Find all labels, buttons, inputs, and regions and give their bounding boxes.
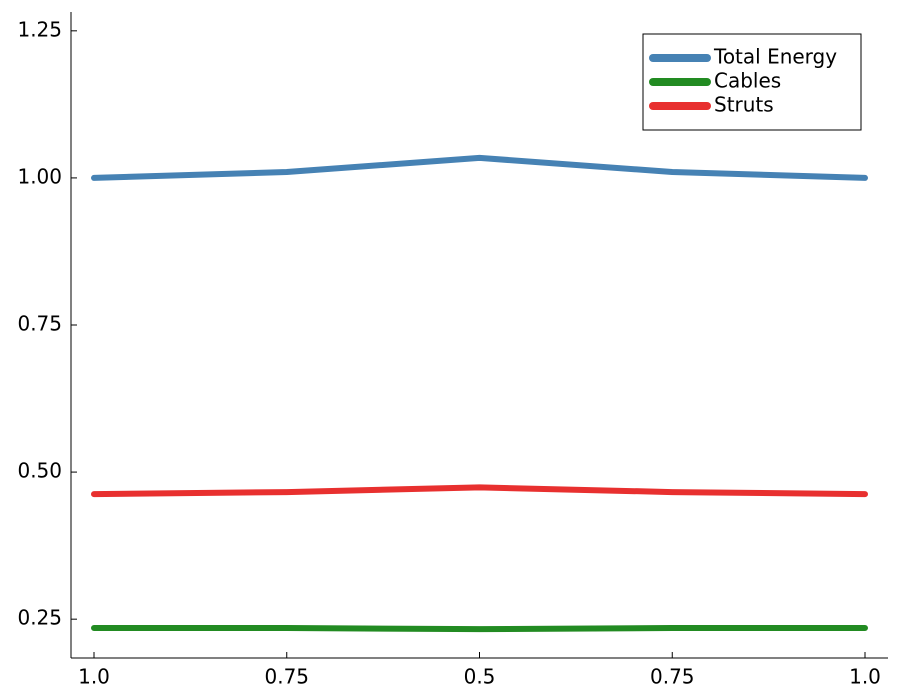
x-tick-label: 0.75 bbox=[264, 665, 309, 689]
legend-label: Cables bbox=[714, 69, 781, 93]
y-tick-label: 0.50 bbox=[17, 459, 62, 483]
series-line bbox=[91, 624, 868, 633]
x-tick-label: 1.0 bbox=[849, 665, 881, 689]
y-tick-label: 0.25 bbox=[17, 606, 62, 630]
x-tick-label: 1.0 bbox=[78, 665, 110, 689]
legend-label: Total Energy bbox=[713, 45, 837, 69]
y-tick-label: 1.25 bbox=[17, 17, 62, 41]
y-tick-label: 1.00 bbox=[17, 164, 62, 188]
series-line bbox=[91, 484, 868, 498]
x-tick-label: 0.75 bbox=[650, 665, 695, 689]
x-tick-label: 0.5 bbox=[464, 665, 496, 689]
series-line bbox=[91, 154, 868, 181]
legend-label: Struts bbox=[714, 93, 774, 117]
y-tick-label: 0.75 bbox=[17, 311, 62, 335]
